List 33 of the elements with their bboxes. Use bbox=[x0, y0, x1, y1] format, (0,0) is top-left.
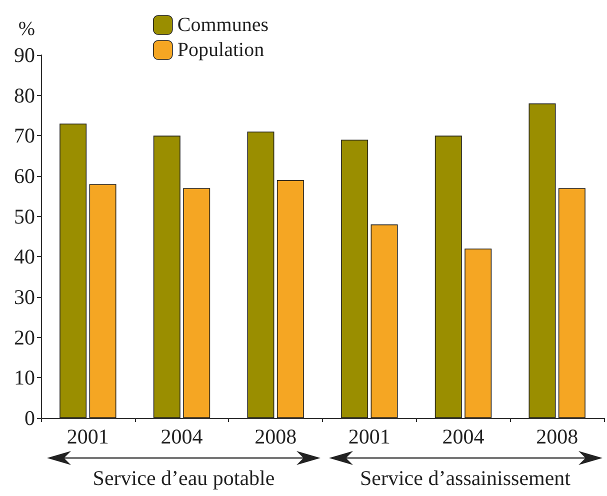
bar bbox=[558, 188, 586, 418]
legend-label: Population bbox=[177, 39, 264, 61]
bar bbox=[247, 132, 274, 418]
y-tick-label: 80 bbox=[14, 83, 35, 108]
y-tick-label: 30 bbox=[14, 285, 35, 309]
x-tick-label: 2001 bbox=[66, 424, 109, 448]
x-tick-label: 2004 bbox=[160, 424, 204, 448]
bar bbox=[528, 103, 556, 418]
x-tick-label: 2008 bbox=[536, 424, 578, 448]
y-tick-label: 50 bbox=[14, 204, 35, 228]
legend-label: Communes bbox=[177, 14, 269, 36]
y-tick-label: 20 bbox=[14, 325, 35, 350]
bar bbox=[60, 124, 87, 418]
y-tick-label: 70 bbox=[14, 124, 35, 148]
bar bbox=[183, 188, 210, 418]
bar bbox=[276, 180, 304, 418]
y-tick-label: 90 bbox=[14, 43, 35, 67]
bar bbox=[89, 184, 116, 418]
y-tick-label: 60 bbox=[14, 164, 35, 188]
bar bbox=[434, 136, 462, 418]
x-tick-label: 2008 bbox=[254, 424, 297, 448]
text: Service d’eau potable bbox=[92, 466, 275, 491]
y-tick-label: 0 bbox=[24, 406, 35, 430]
bar bbox=[153, 136, 180, 418]
y-axis-title: % bbox=[18, 18, 35, 40]
bar bbox=[341, 140, 368, 418]
bar bbox=[370, 224, 398, 418]
y-tick-label: 10 bbox=[14, 366, 35, 390]
bar bbox=[464, 248, 492, 418]
x-tick-label: 2001 bbox=[348, 424, 390, 448]
x-tick-label: 2004 bbox=[442, 424, 485, 448]
y-tick-label: 40 bbox=[14, 244, 35, 269]
text: Service d’assainissement bbox=[360, 466, 571, 491]
